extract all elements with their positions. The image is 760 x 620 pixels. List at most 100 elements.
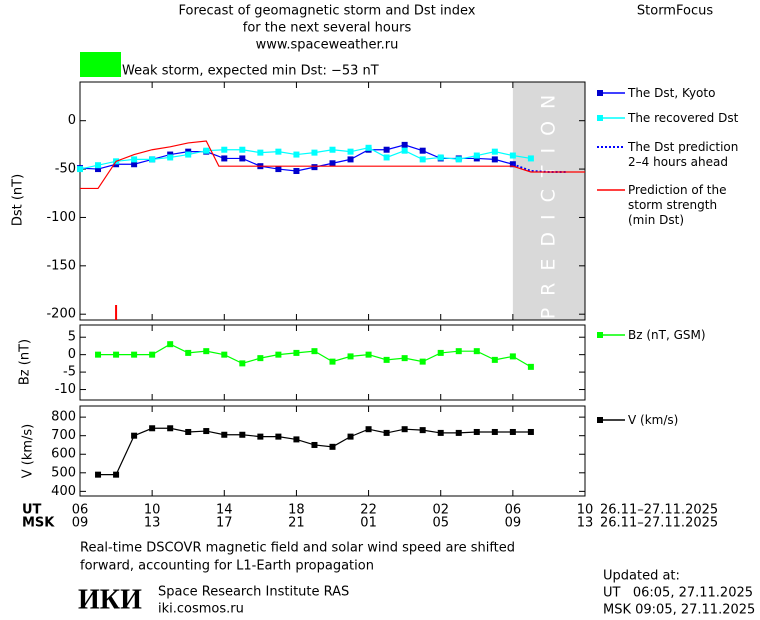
x-tick-label: 06 <box>72 503 89 518</box>
data-point <box>491 156 498 163</box>
ut-range: 26.11–27.11.2025 <box>600 503 718 518</box>
legend-entry: V (km/s) <box>628 413 679 427</box>
y-tick-label: -10 <box>55 382 76 397</box>
data-point <box>365 144 372 151</box>
institute-name: Space Research Institute RAS <box>158 585 349 600</box>
data-point <box>329 160 336 167</box>
msk-range: 26.11–27.11.2025 <box>600 516 718 531</box>
data-point <box>401 141 408 148</box>
data-point <box>383 429 390 436</box>
data-point <box>221 146 228 153</box>
data-point <box>293 436 300 443</box>
data-point <box>365 351 372 358</box>
data-point <box>275 166 282 173</box>
data-point <box>365 426 372 433</box>
brand: StormFocus <box>637 4 713 19</box>
data-point <box>167 425 174 432</box>
note: Real-time DSCOVR magnetic field and sola… <box>80 541 515 556</box>
data-point <box>257 355 264 362</box>
data-point <box>293 151 300 158</box>
data-point <box>473 152 480 159</box>
data-point <box>383 356 390 363</box>
data-point <box>419 358 426 365</box>
data-point <box>473 348 480 355</box>
data-point <box>167 341 174 348</box>
data-point <box>383 146 390 153</box>
plot-frame <box>79 405 586 497</box>
y-tick-label: 5 <box>68 330 76 345</box>
legend-entry: Prediction of the storm strength (min Ds… <box>628 183 727 227</box>
x-tick-label: 02 <box>432 503 449 518</box>
data-point <box>509 152 516 159</box>
data-point <box>401 355 408 362</box>
data-point <box>383 154 390 161</box>
data-point <box>95 162 102 169</box>
data-point <box>131 351 138 358</box>
legend-marker <box>597 417 603 423</box>
y-tick-label: 400 <box>51 484 76 499</box>
series-line <box>79 147 531 170</box>
data-point <box>437 154 444 161</box>
data-point <box>419 147 426 154</box>
msk-tick-label: 09 <box>72 516 89 531</box>
data-point <box>185 151 192 158</box>
data-point <box>149 351 156 358</box>
data-point <box>77 166 83 173</box>
data-point <box>293 349 300 356</box>
ut-label: UT <box>22 503 42 518</box>
legend-marker <box>597 115 603 121</box>
data-point <box>329 358 336 365</box>
plot-frame <box>79 81 586 321</box>
legend-marker <box>597 332 603 338</box>
data-point <box>311 164 318 171</box>
data-point <box>347 148 354 155</box>
data-point <box>95 471 102 478</box>
data-point <box>311 441 318 448</box>
data-point <box>203 147 210 154</box>
data-point <box>95 166 102 173</box>
data-point <box>275 148 282 155</box>
data-point <box>509 428 516 435</box>
prediction-region <box>512 82 585 320</box>
data-point <box>491 356 498 363</box>
subtitle: for the next several hours <box>243 21 412 36</box>
source: www.spaceweather.ru <box>256 38 399 53</box>
updated-ut: UT 06:05, 27.11.2025 <box>603 586 753 601</box>
data-point <box>437 429 444 436</box>
series-line <box>80 140 585 190</box>
data-point <box>221 351 228 358</box>
data-point <box>491 428 498 435</box>
data-point <box>419 427 426 434</box>
data-point <box>221 431 228 438</box>
data-point <box>527 155 534 162</box>
data-point <box>275 433 282 440</box>
legend-marker <box>597 90 603 96</box>
y-tick-label: 700 <box>51 428 76 443</box>
y-tick-label: -5 <box>63 365 76 380</box>
data-point <box>473 428 480 435</box>
title: Forecast of geomagnetic storm and Dst in… <box>178 4 475 19</box>
data-point <box>455 156 462 163</box>
series-line <box>98 343 532 368</box>
institute-site: iki.cosmos.ru <box>158 602 244 617</box>
updated-msk: MSK 09:05, 27.11.2025 <box>603 603 755 618</box>
data-point <box>293 168 300 175</box>
y-tick-label: -150 <box>46 258 76 273</box>
data-point <box>239 360 246 367</box>
plot-frame <box>79 324 586 401</box>
data-point <box>491 148 498 155</box>
data-point <box>131 161 138 168</box>
data-point <box>149 156 156 163</box>
data-point <box>131 156 138 163</box>
data-point <box>527 363 534 370</box>
msk-tick-label: 13 <box>577 516 594 531</box>
msk-tick-label: 09 <box>505 516 522 531</box>
msk-tick-label: 17 <box>216 516 233 531</box>
data-point <box>329 146 336 153</box>
data-point <box>419 156 426 163</box>
data-point <box>149 425 156 432</box>
y-tick-label: 600 <box>51 447 76 462</box>
status-swatch <box>80 52 121 77</box>
prediction-label: PREDICTION <box>537 83 559 320</box>
